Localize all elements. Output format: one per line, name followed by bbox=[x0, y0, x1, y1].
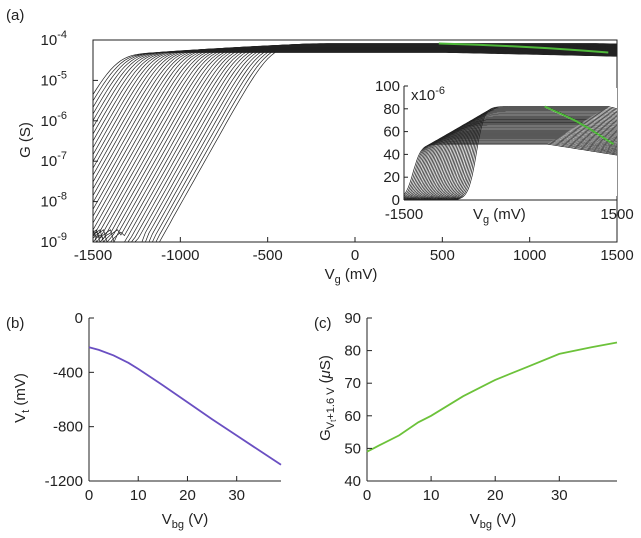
panel-a: (a) -1500 -1000 -500 0 500 1000 1500 10-910-81… bbox=[6, 7, 634, 286]
panel-b-y-tick-label: 0 bbox=[75, 310, 83, 327]
panel-b-x-ticks: 0 10 20 30 bbox=[85, 476, 245, 504]
panel-c-y-ticks: 40 50 60 70 80 90 bbox=[344, 310, 372, 490]
inset-curve-family bbox=[403, 106, 618, 201]
panel-a-curve-family bbox=[92, 43, 618, 244]
panel-a-curve bbox=[92, 52, 617, 95]
panel-b-y-ticks: 0 -400 -800 -1200 bbox=[45, 310, 94, 490]
panel-b-y-axis-label: Vt (mV) bbox=[12, 373, 32, 423]
inset-curve bbox=[404, 126, 618, 201]
panel-a-highlight-line bbox=[438, 42, 609, 54]
inset-curve bbox=[404, 118, 618, 201]
panel-a-y-tick-label: 10-4 bbox=[41, 29, 67, 49]
panel-c-y-tick-label: 70 bbox=[344, 375, 361, 392]
panel-b: (b) 0 10 20 30 0 -400 -800 -1200 Vbg (V) Vt (m… bbox=[6, 310, 282, 531]
panel-b-x-tick-label: 20 bbox=[179, 487, 196, 504]
panel-b-y-tick-label: -1200 bbox=[45, 473, 83, 490]
panel-c-line bbox=[366, 341, 618, 453]
panel-c-x-tick-label: 10 bbox=[423, 487, 440, 504]
inset-curve bbox=[404, 117, 618, 201]
inset-curve bbox=[404, 127, 618, 201]
inset-y-ticks: 0 20 40 60 80 100 bbox=[375, 78, 408, 209]
inset-x-tick-label: -1500 bbox=[385, 206, 423, 223]
panel-a-y-tick-label: 10-9 bbox=[41, 231, 67, 251]
inset-x-axis-label: Vg (mV) bbox=[473, 206, 526, 226]
inset-curve bbox=[403, 143, 618, 196]
panel-c-y-tick-label: 40 bbox=[344, 473, 361, 490]
panel-b-y-tick-label: -400 bbox=[53, 364, 83, 381]
panel-c-y-tick-label: 50 bbox=[344, 440, 361, 457]
inset-curve bbox=[404, 122, 618, 201]
panel-a-inset: 0 20 40 60 80 100 -1500 1500 x10-6 Vg (mV) bbox=[375, 78, 634, 226]
panel-b-line bbox=[88, 346, 282, 466]
panel-a-y-axis-label: G (S) bbox=[17, 122, 34, 158]
panel-c-x-tick-label: 0 bbox=[363, 487, 371, 504]
panel-a-y-tick-label: 10-6 bbox=[41, 110, 67, 130]
panel-a-x-axis-label: Vg (mV) bbox=[325, 266, 378, 286]
inset-curve bbox=[404, 121, 618, 201]
panel-c-y-tick-label: 90 bbox=[344, 310, 361, 327]
inset-y-tick-label: 40 bbox=[383, 146, 400, 163]
inset-curve bbox=[404, 125, 618, 201]
panel-c-label: (c) bbox=[314, 315, 332, 332]
panel-a-y-tick-label: 10-8 bbox=[41, 191, 67, 211]
panel-a-x-tick-label: -500 bbox=[253, 247, 283, 264]
panel-a-x-tick-label: 1500 bbox=[600, 247, 633, 264]
panel-a-highlight-layer bbox=[438, 42, 609, 54]
inset-curve bbox=[404, 128, 618, 201]
inset-curve bbox=[403, 141, 618, 198]
inset-curve bbox=[404, 130, 618, 201]
panel-b-x-axis-label: Vbg (V) bbox=[162, 511, 208, 531]
inset-x-ticks: -1500 1500 bbox=[385, 196, 634, 223]
inset-y-tick-label: 20 bbox=[383, 169, 400, 186]
panel-a-y-ticks: 10-9 10-8 10-7 10-6 10-5 10-4 bbox=[41, 29, 98, 251]
panel-c-x-tick-label: 30 bbox=[551, 487, 568, 504]
inset-y-tick-label: 0 bbox=[392, 192, 400, 209]
inset-highlight-line bbox=[544, 105, 615, 145]
panel-c-y-tick-label: 80 bbox=[344, 343, 361, 360]
panel-c-x-ticks: 0 10 20 30 bbox=[363, 476, 568, 504]
panel-c-series bbox=[366, 341, 618, 453]
inset-y-tick-label: 60 bbox=[383, 124, 400, 141]
inset-highlight-layer bbox=[544, 105, 615, 145]
inset-curve bbox=[403, 138, 618, 200]
panel-b-series bbox=[88, 346, 282, 466]
inset-curve bbox=[404, 131, 618, 201]
inset-y-tick-label: 100 bbox=[375, 78, 400, 95]
panel-a-y-tick-label: 10-5 bbox=[41, 69, 67, 89]
inset-curve bbox=[404, 120, 618, 201]
inset-multiplier: x10-6 bbox=[411, 85, 445, 104]
panel-a-x-tick-label: -1500 bbox=[74, 247, 112, 264]
inset-curve bbox=[403, 137, 618, 200]
panel-c-y-tick-label: 60 bbox=[344, 408, 361, 425]
panel-b-label: (b) bbox=[6, 315, 24, 332]
panel-a-x-ticks: -1500 -1000 -500 0 500 1000 1500 bbox=[74, 237, 634, 264]
inset-x-tick-label: 1500 bbox=[600, 206, 633, 223]
panel-c-x-axis-label: Vbg (V) bbox=[470, 511, 516, 531]
inset-curve bbox=[403, 138, 618, 200]
panel-b-x-tick-label: 0 bbox=[85, 487, 93, 504]
panel-b-y-tick-label: -800 bbox=[53, 419, 83, 436]
inset-y-tick-label: 80 bbox=[383, 101, 400, 118]
panel-b-x-tick-label: 30 bbox=[228, 487, 245, 504]
inset-curve bbox=[403, 139, 618, 200]
panel-a-x-tick-label: 0 bbox=[351, 247, 359, 264]
panel-a-label: (a) bbox=[6, 7, 24, 24]
inset-curve bbox=[403, 142, 618, 197]
panel-c-x-tick-label: 20 bbox=[487, 487, 504, 504]
panel-a-x-tick-label: -1000 bbox=[161, 247, 199, 264]
inset-curve bbox=[404, 129, 618, 201]
panel-a-y-tick-label: 10-7 bbox=[41, 150, 67, 170]
panel-a-x-tick-label: 1000 bbox=[513, 247, 546, 264]
inset-curve bbox=[403, 140, 618, 199]
panel-a-x-tick-label: 500 bbox=[430, 247, 455, 264]
panel-c: (c) 0 10 20 30 40 50 60 70 80 90 Vbg (V) GVt+1.6… bbox=[314, 310, 618, 531]
panel-b-x-tick-label: 10 bbox=[130, 487, 147, 504]
inset-curve bbox=[404, 124, 618, 201]
panel-c-y-axis-label: GVt+1.6 V (μS) bbox=[317, 355, 338, 441]
inset-curve bbox=[404, 119, 618, 201]
